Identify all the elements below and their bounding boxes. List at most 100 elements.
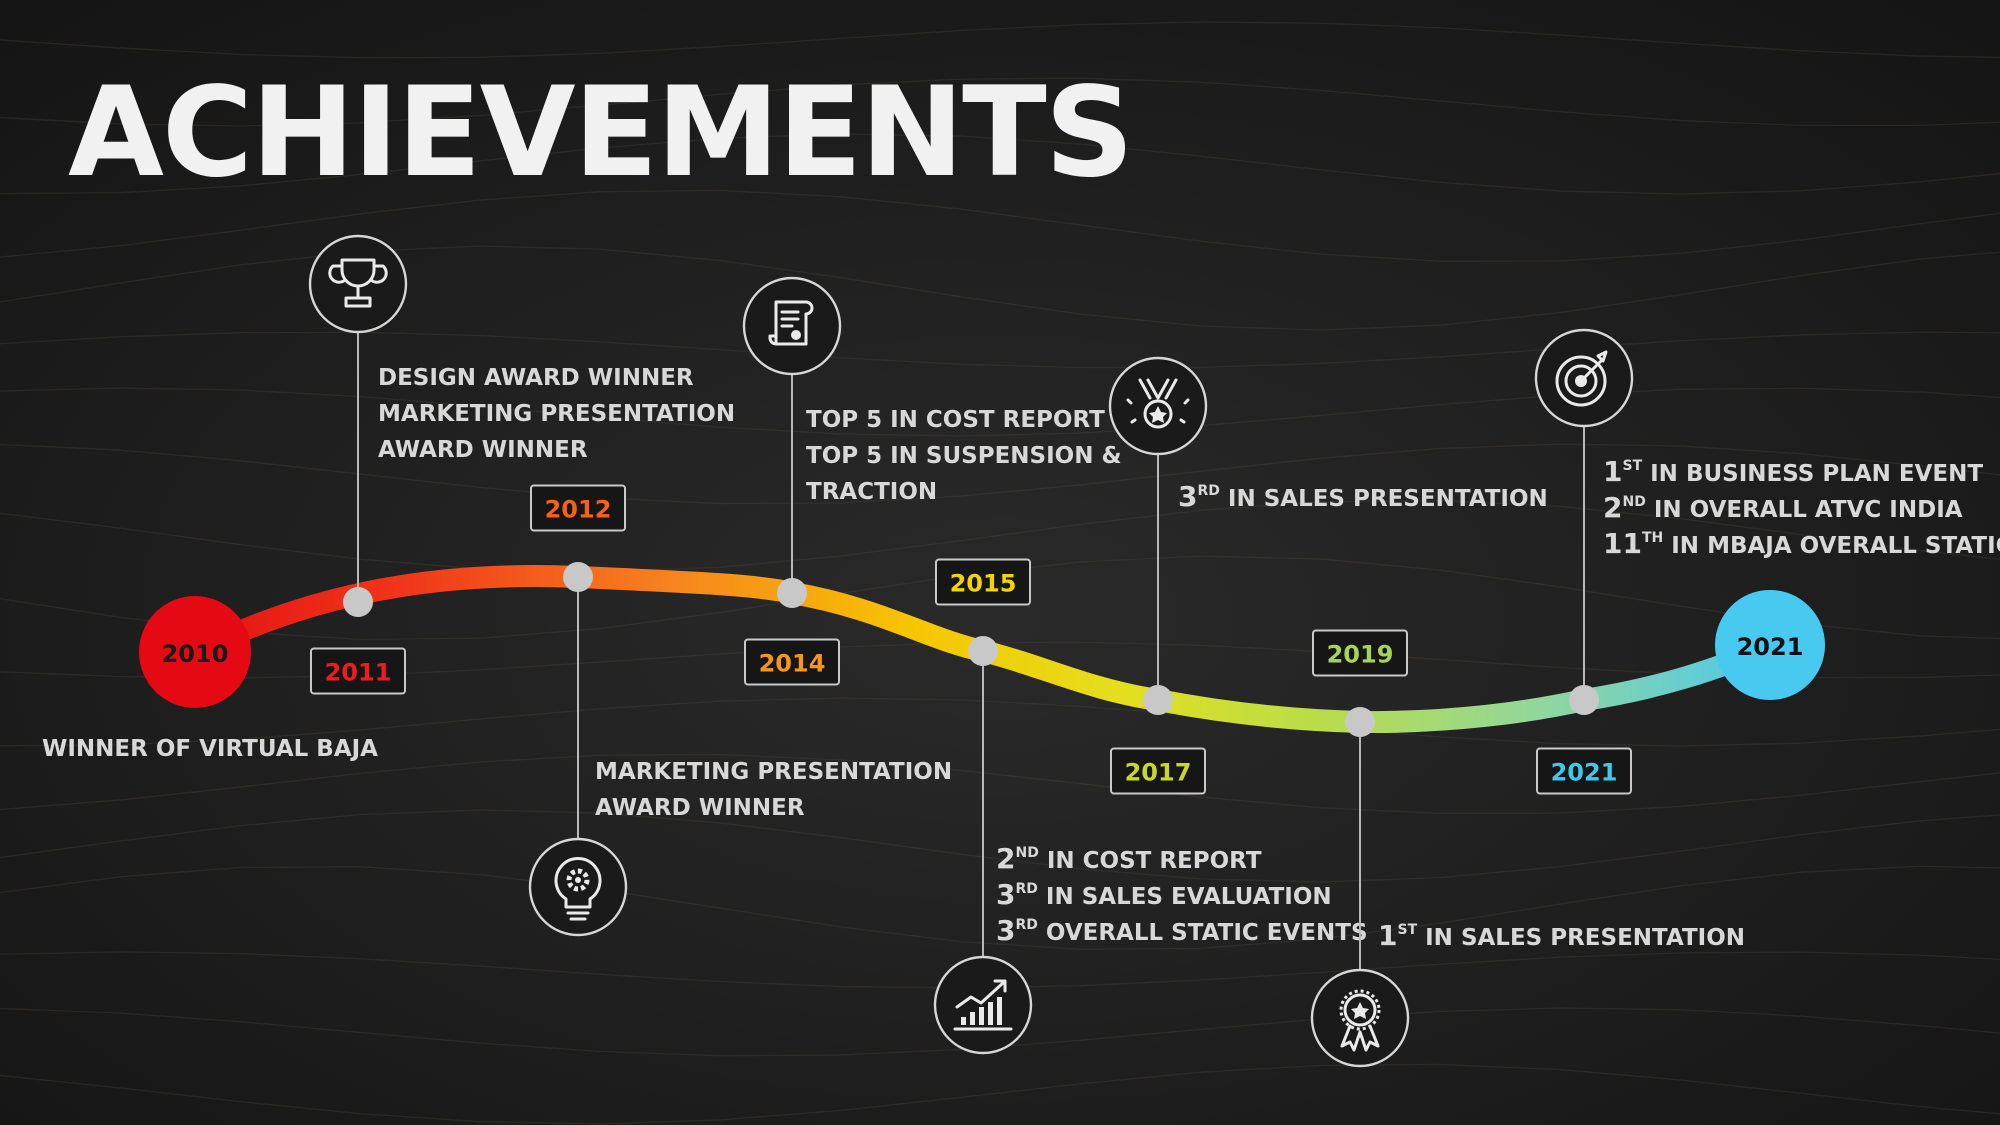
- achievement-text: 1ST IN SALES PRESENTATION: [1378, 919, 1745, 952]
- year-box-2014: 2014: [744, 638, 840, 686]
- achievement-text: WINNER OF VIRTUAL BAJA: [42, 736, 378, 762]
- ordinal-number: 1: [1603, 455, 1622, 488]
- achievement-line: DESIGN AWARD WINNER: [378, 365, 694, 391]
- achievement-line: AWARD WINNER: [378, 437, 588, 463]
- year-label: 2015: [950, 570, 1017, 598]
- year-badge-2010: [139, 596, 251, 708]
- ordinal-number: 3: [1178, 480, 1197, 513]
- year-box-2011: 2011: [310, 647, 406, 695]
- achievement-label: WINNER OF VIRTUAL BAJA: [42, 736, 378, 762]
- end-year-badge: 2021: [1715, 590, 1825, 700]
- ordinal-suffix: TH: [1642, 530, 1663, 546]
- achievement-label: TOP 5 IN SUSPENSION &: [806, 443, 1122, 469]
- year-box-2015: 2015: [935, 558, 1031, 606]
- year-label: 2011: [325, 659, 392, 687]
- achievement-label: IN OVERALL ATVC INDIA: [1654, 497, 1963, 523]
- trophy-icon: [308, 234, 408, 334]
- timeline-dot: [968, 636, 998, 666]
- achievement-label: OVERALL STATIC EVENTS: [1046, 920, 1368, 946]
- year-label: 2017: [1125, 759, 1192, 787]
- milestone-2012: 2012 MARKETING PRESENTATION AWARD WINNER: [528, 484, 952, 937]
- achievement-label: AWARD WINNER: [378, 437, 588, 463]
- achievement-text: DESIGN AWARD WINNER MARKETING PRESENTATIO…: [378, 365, 735, 463]
- milestone-2010: 2010 WINNER OF VIRTUAL BAJA: [42, 596, 378, 762]
- achievement-line: 2ND IN COST REPORT: [996, 842, 1262, 875]
- year-box-2017: 2017: [1110, 747, 1206, 795]
- achievement-line: 3RD OVERALL STATIC EVENTS: [996, 914, 1368, 947]
- year-label: 2021: [1737, 633, 1804, 661]
- target-icon: [1534, 328, 1634, 428]
- ordinal-suffix: RD: [1197, 483, 1219, 499]
- growth-chart-icon: [933, 955, 1033, 1055]
- medal-icon: [1108, 356, 1208, 456]
- achievement-text: MARKETING PRESENTATION AWARD WINNER: [595, 759, 952, 821]
- achievement-line: TOP 5 IN COST REPORT: [806, 407, 1105, 433]
- achievement-label: TOP 5 IN COST REPORT: [806, 407, 1105, 433]
- achievement-line: 11TH IN MBAJA OVERALL STATIC: [1603, 527, 2000, 560]
- achievement-line: 1ST IN BUSINESS PLAN EVENT: [1603, 455, 1983, 488]
- ordinal-number: 11: [1603, 527, 1642, 560]
- ordinal-suffix: ST: [1397, 922, 1417, 938]
- timeline-dot: [777, 578, 807, 608]
- year-label: 2010: [162, 640, 229, 668]
- timeline-dot: [1143, 685, 1173, 715]
- ordinal-number: 1: [1378, 919, 1397, 952]
- achievement-label: IN SALES PRESENTATION: [1228, 486, 1548, 512]
- milestone-2014: 2014 TOP 5 IN COST REPORT TOP 5 IN SUSPENS…: [742, 276, 1122, 686]
- page-title: ACHIEVEMENTS: [68, 61, 1132, 205]
- achievement-label: IN BUSINESS PLAN EVENT: [1650, 461, 1983, 487]
- award-ribbon-icon: [1310, 968, 1410, 1068]
- achievement-line: 1ST IN SALES PRESENTATION: [1378, 919, 1745, 952]
- year-box-2012: 2012: [530, 484, 626, 532]
- timeline-dot: [343, 587, 373, 617]
- achievement-label: IN MBAJA OVERALL STATIC: [1671, 533, 2000, 559]
- achievement-label: MARKETING PRESENTATION: [378, 401, 735, 427]
- achievement-line: TRACTION: [806, 479, 937, 505]
- achievement-text: 3RD IN SALES PRESENTATION: [1178, 480, 1548, 513]
- certificate-scroll-icon: [742, 276, 842, 376]
- year-box-2021: 2021: [1536, 747, 1632, 795]
- achievement-line: TOP 5 IN SUSPENSION &: [806, 443, 1122, 469]
- milestone-2021: 2021 1ST IN BUSINESS PLAN EVENT 2ND IN OVERA…: [1534, 328, 2000, 795]
- achievement-label: TRACTION: [806, 479, 937, 505]
- achievement-line: AWARD WINNER: [595, 795, 805, 821]
- year-box-2019: 2019: [1312, 629, 1408, 677]
- year-label: 2019: [1327, 641, 1394, 669]
- achievement-line: MARKETING PRESENTATION: [595, 759, 952, 785]
- achievement-label: AWARD WINNER: [595, 795, 805, 821]
- timeline-dot: [1569, 685, 1599, 715]
- ordinal-suffix: ST: [1622, 458, 1642, 474]
- timeline-dot: [1345, 707, 1375, 737]
- achievement-label: MARKETING PRESENTATION: [595, 759, 952, 785]
- lightbulb-gear-icon: [528, 837, 628, 937]
- achievement-text: TOP 5 IN COST REPORT TOP 5 IN SUSPENSION …: [806, 407, 1122, 505]
- milestone-2011: 2011 DESIGN AWARD WINNER MARKETING PRESENT…: [308, 234, 735, 695]
- achievement-line: WINNER OF VIRTUAL BAJA: [42, 736, 378, 762]
- year-label: 2014: [759, 650, 826, 678]
- ordinal-number: 2: [1603, 491, 1622, 524]
- achievement-label: IN SALES PRESENTATION: [1425, 925, 1745, 951]
- achievement-text: 1ST IN BUSINESS PLAN EVENT 2ND IN OVERALL A…: [1603, 455, 2000, 560]
- year-label: 2021: [1551, 759, 1618, 787]
- ordinal-number: 3: [996, 878, 1015, 911]
- achievement-line: 2ND IN OVERALL ATVC INDIA: [1603, 491, 1963, 524]
- ordinal-number: 2: [996, 842, 1015, 875]
- ordinal-suffix: ND: [1015, 845, 1038, 861]
- achievement-line: 3RD IN SALES PRESENTATION: [1178, 480, 1548, 513]
- year-label: 2012: [545, 496, 612, 524]
- achievement-label: IN COST REPORT: [1047, 848, 1262, 874]
- achievement-line: 3RD IN SALES EVALUATION: [996, 878, 1332, 911]
- ordinal-number: 3: [996, 914, 1015, 947]
- milestone-2019: 2019 1ST IN SALES PRESENTATION: [1310, 629, 1745, 1068]
- timeline-dot: [563, 562, 593, 592]
- ordinal-suffix: RD: [1015, 917, 1037, 933]
- milestone-2017: 2017 3RD IN SALES PRESENTATION: [1108, 356, 1548, 795]
- achievement-label: IN SALES EVALUATION: [1046, 884, 1332, 910]
- achievement-label: DESIGN AWARD WINNER: [378, 365, 694, 391]
- ordinal-suffix: RD: [1015, 881, 1037, 897]
- ordinal-suffix: ND: [1622, 494, 1645, 510]
- achievement-line: MARKETING PRESENTATION: [378, 401, 735, 427]
